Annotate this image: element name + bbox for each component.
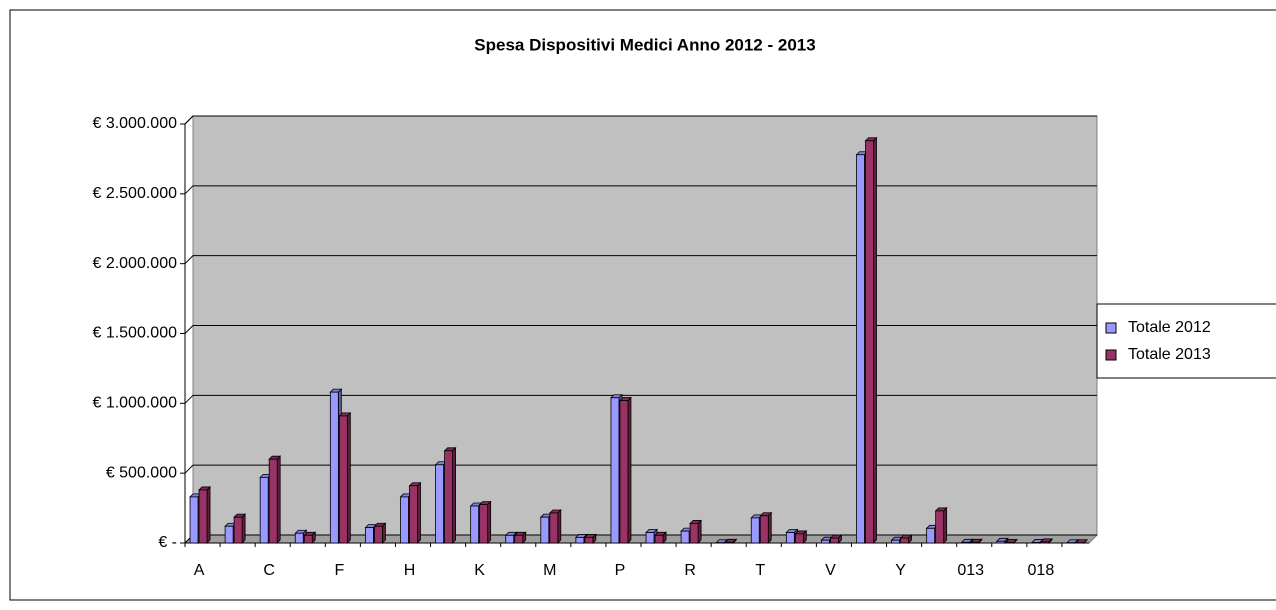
bar [619, 400, 629, 544]
bar [680, 530, 690, 544]
grid-line [184, 325, 1097, 334]
y-tick-label: € - [158, 534, 177, 551]
bar [935, 510, 945, 544]
bar [365, 527, 374, 544]
y-tick-label: € 3.000.000 [92, 115, 177, 132]
bar-side [557, 509, 562, 544]
bar [259, 476, 269, 544]
bar [996, 540, 1006, 544]
bar [514, 534, 524, 544]
y-tick-label: € 1.000.000 [92, 395, 177, 412]
bar [268, 458, 278, 544]
bar [540, 516, 550, 544]
bar [303, 534, 313, 544]
legend-label: Totale 2013 [1128, 346, 1211, 363]
bar [409, 485, 418, 544]
bar [549, 512, 559, 544]
x-tick-label: R [684, 562, 696, 579]
bar [338, 415, 348, 544]
legend: Totale 2012 Totale 2013 [1096, 303, 1276, 379]
bar [224, 525, 234, 544]
bar [654, 534, 664, 544]
bar [865, 140, 874, 544]
bar [575, 537, 585, 544]
bar-side [452, 446, 456, 544]
bar [374, 525, 383, 544]
bar [961, 541, 971, 544]
y-tick-label: € 500.000 [106, 464, 177, 481]
legend-swatch [1105, 349, 1117, 361]
bar-side [417, 481, 421, 544]
bar-side [487, 500, 492, 544]
bar-side [382, 522, 386, 544]
legend-label: Totale 2012 [1128, 319, 1211, 336]
bar-side [767, 511, 772, 544]
bar-side [627, 396, 632, 544]
grid-line [184, 115, 1097, 125]
bar [505, 534, 515, 544]
bar [926, 527, 936, 544]
x-tick-label: F [334, 562, 344, 579]
bar-side [943, 506, 948, 544]
x-tick-label: P [615, 562, 626, 579]
bar [444, 450, 453, 544]
bar [610, 397, 620, 544]
bar [891, 539, 900, 544]
bar [400, 496, 409, 544]
bar-side [241, 513, 246, 544]
bar-side [873, 136, 877, 544]
bar-side [206, 485, 211, 544]
plot-wall [183, 115, 1098, 544]
y-tick-label: € 1.500.000 [92, 325, 177, 342]
chart-title: Spesa Dispositivi Medici Anno 2012 - 201… [474, 35, 815, 54]
bar [689, 523, 699, 544]
bar [856, 154, 865, 544]
bar [329, 391, 339, 544]
bar [189, 496, 199, 544]
bar [1040, 541, 1050, 544]
x-tick-label: Y [895, 562, 906, 579]
bar-side [346, 411, 351, 544]
y-tick-label: € 2.000.000 [92, 255, 177, 272]
bar [470, 505, 480, 544]
plot-floor [183, 534, 1099, 544]
x-tick-label: K [474, 562, 485, 579]
bar-side [276, 455, 281, 544]
bar [970, 541, 980, 544]
x-tick-label: 013 [957, 562, 984, 579]
x-tick-label: A [194, 562, 205, 579]
bar [233, 516, 243, 544]
x-tick-label: C [263, 562, 275, 579]
x-tick-label: M [543, 562, 556, 579]
x-tick-label: 018 [1028, 562, 1055, 579]
bar [900, 537, 909, 544]
bar [830, 537, 839, 544]
x-tick-label: V [825, 562, 836, 579]
grid-line [184, 185, 1097, 195]
bar [584, 537, 594, 544]
legend-swatch [1105, 322, 1117, 334]
bar [294, 532, 304, 544]
y-tick-label: € 2.500.000 [92, 185, 177, 202]
bar [750, 517, 760, 544]
bar [435, 464, 444, 544]
legend-box [1096, 303, 1276, 379]
grid-line [184, 394, 1097, 404]
bar-side [697, 519, 702, 544]
grid-line [184, 255, 1097, 265]
x-tick-label: T [755, 562, 765, 579]
grid-line [184, 464, 1097, 474]
bar [724, 541, 734, 544]
bar [645, 532, 655, 544]
bar [821, 539, 830, 544]
bar [794, 533, 804, 544]
bar [785, 532, 795, 544]
bar [198, 489, 208, 544]
bar [759, 515, 769, 544]
bar [479, 504, 489, 544]
x-tick-label: H [404, 562, 416, 579]
